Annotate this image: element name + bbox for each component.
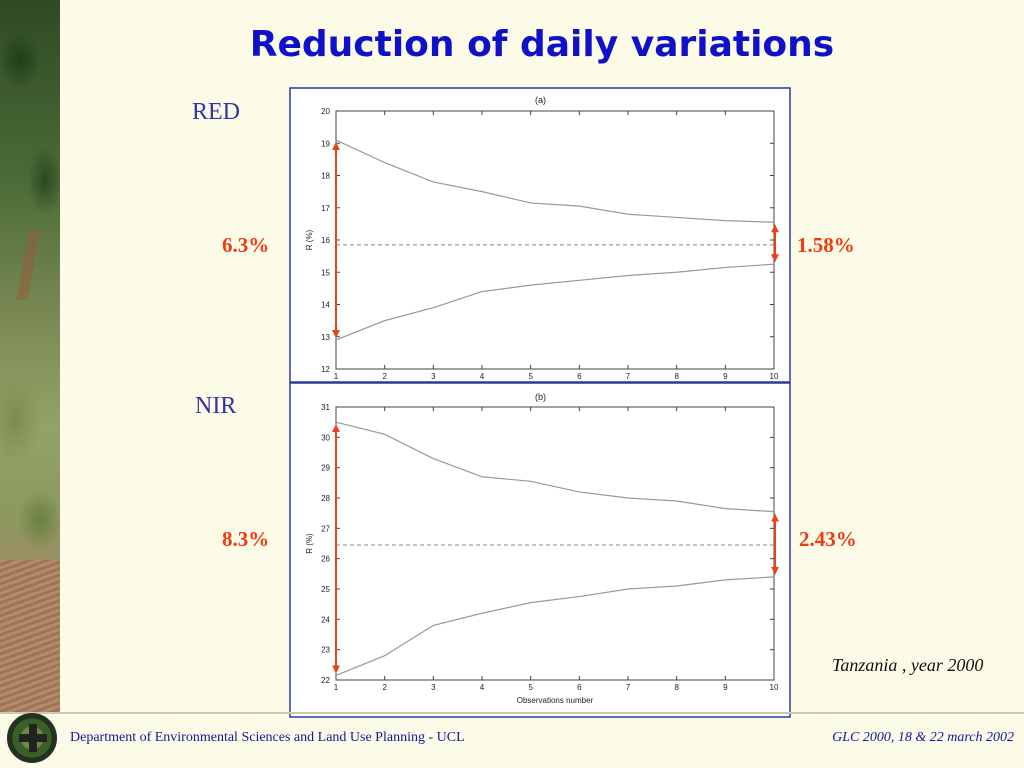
y-tick-label: 23	[321, 646, 330, 655]
y-axis-label: R (%)	[305, 533, 314, 554]
chart-title: (a)	[535, 95, 546, 105]
x-tick-label: 6	[577, 683, 582, 692]
x-tick-label: 1	[334, 683, 339, 692]
chart-frame	[289, 382, 791, 718]
location-caption: Tanzania , year 2000	[832, 655, 984, 675]
y-tick-label: 24	[321, 615, 330, 624]
footer-conference: GLC 2000, 18 & 22 march 2002	[832, 730, 1014, 745]
lower-envelope-line	[335, 263, 775, 341]
y-tick-label: 13	[321, 333, 330, 342]
x-tick-label: 5	[528, 683, 533, 692]
lower-envelope-line	[335, 576, 775, 677]
footer-divider	[0, 712, 1024, 714]
x-tick-label: 1	[334, 372, 339, 381]
x-tick-label: 5	[528, 372, 533, 381]
y-tick-label: 19	[321, 139, 330, 148]
x-tick-label: 6	[577, 372, 582, 381]
y-tick-label: 25	[321, 585, 330, 594]
x-tick-label: 10	[770, 683, 779, 692]
y-tick-label: 14	[321, 301, 330, 310]
y-tick-label: 26	[321, 555, 330, 564]
nir-band-label: NIR	[195, 393, 237, 419]
chart-frame	[289, 87, 791, 383]
y-axis-label: R (%)	[305, 229, 314, 250]
y-tick-label: 16	[321, 236, 330, 245]
red-left-percent: 6.3%	[222, 233, 270, 257]
aerial-photo-strip	[0, 0, 60, 712]
y-tick-label: 31	[321, 403, 330, 412]
upper-envelope-line	[335, 421, 775, 513]
x-tick-label: 4	[480, 683, 485, 692]
red-right-percent: 1.58%	[797, 233, 855, 257]
x-tick-label: 7	[626, 372, 631, 381]
x-tick-label: 10	[770, 372, 779, 381]
x-tick-label: 2	[382, 683, 387, 692]
x-tick-label: 3	[431, 372, 436, 381]
y-tick-label: 15	[321, 268, 330, 277]
x-tick-label: 9	[723, 683, 728, 692]
x-tick-label: 4	[480, 372, 485, 381]
x-tick-label: 2	[382, 372, 387, 381]
y-tick-label: 22	[321, 676, 330, 685]
chart-title: (b)	[535, 392, 546, 402]
y-tick-label: 18	[321, 172, 330, 181]
nir-left-percent: 8.3%	[222, 527, 270, 551]
y-tick-label: 17	[321, 204, 330, 213]
y-tick-label: 30	[321, 433, 330, 442]
x-tick-label: 7	[626, 683, 631, 692]
red-band-label: RED	[192, 99, 240, 125]
x-tick-label: 9	[723, 372, 728, 381]
footer-department: Department of Environmental Sciences and…	[70, 730, 465, 745]
y-tick-label: 28	[321, 494, 330, 503]
y-tick-label: 20	[321, 107, 330, 116]
nir-right-percent: 2.43%	[799, 527, 857, 551]
x-tick-label: 3	[431, 683, 436, 692]
x-axis-label: Observations number	[517, 696, 594, 705]
upper-envelope-line	[335, 139, 775, 223]
y-tick-label: 29	[321, 464, 330, 473]
slide-title: Reduction of daily variations	[249, 24, 835, 65]
x-tick-label: 8	[674, 683, 679, 692]
y-tick-label: 27	[321, 524, 330, 533]
y-tick-label: 12	[321, 365, 330, 374]
x-tick-label: 8	[674, 372, 679, 381]
globe-logo-icon	[7, 713, 57, 763]
